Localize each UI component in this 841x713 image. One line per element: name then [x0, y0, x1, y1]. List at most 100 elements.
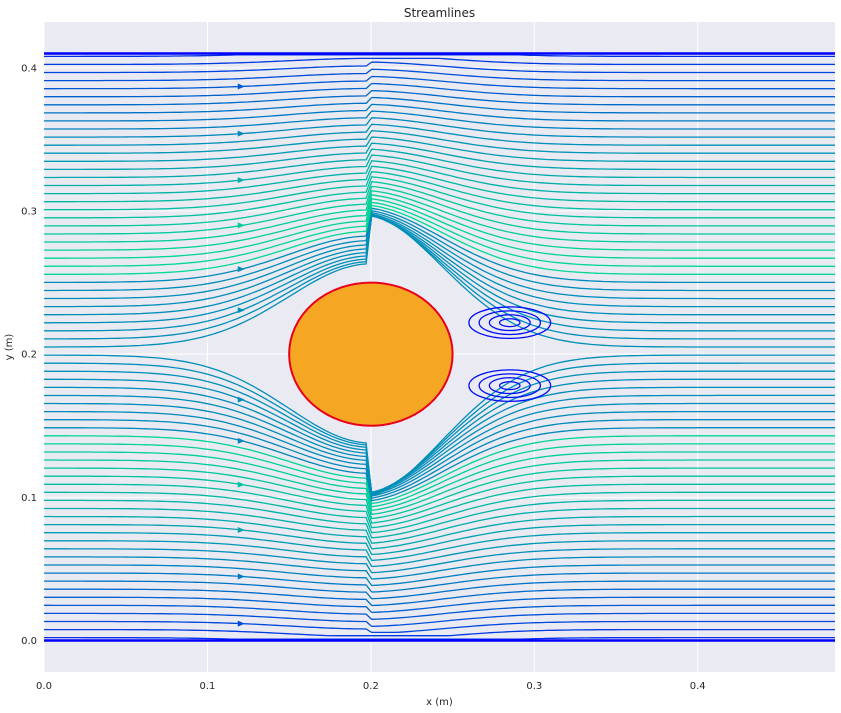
streamline: [44, 515, 835, 550]
flow-arrow: [237, 266, 245, 273]
streamline: [44, 386, 835, 494]
x-tick-label: 0.3: [526, 681, 542, 692]
flow-arrow: [237, 396, 245, 403]
streamline: [44, 211, 835, 300]
x-axis-label: x (m): [426, 697, 453, 708]
y-tick-label: 0.3: [21, 206, 37, 217]
streamline: [44, 362, 835, 495]
streamline: [44, 204, 835, 275]
x-tick-label: 0.4: [690, 681, 706, 692]
cylinder-obstacle: [288, 281, 454, 427]
streamline: [44, 588, 835, 607]
streamline: [44, 176, 835, 219]
cylinder: [288, 281, 454, 427]
streamline: [44, 443, 835, 508]
x-axis-ticks: 0.0 0.1 0.2 0.3 0.4: [36, 681, 706, 692]
streamline: [44, 491, 835, 534]
streamlines: [44, 52, 835, 642]
y-tick-label: 0.1: [21, 493, 37, 504]
eddy-streamline: [498, 381, 521, 391]
streamline: [44, 427, 835, 502]
chart-title: Streamlines: [404, 6, 475, 20]
streamline: [44, 110, 835, 130]
streamline: [44, 190, 835, 243]
streamline: [44, 451, 835, 512]
x-tick-label: 0.2: [363, 681, 379, 692]
streamline: [44, 185, 835, 235]
eddy-streamline: [498, 318, 521, 328]
streamline: [44, 507, 835, 544]
streamline: [44, 165, 835, 203]
streamline: [44, 209, 835, 292]
flow-arrow: [237, 573, 245, 580]
streamline: [44, 370, 835, 494]
streamline: [44, 213, 835, 348]
streamline: [44, 148, 835, 179]
flow-arrows: [237, 83, 245, 627]
streamline: [44, 160, 835, 195]
flow-arrow: [237, 526, 245, 533]
streamline: [44, 82, 835, 98]
streamline: [44, 213, 835, 308]
eddy-streamline: [478, 373, 542, 399]
streamline: [44, 96, 835, 114]
streamline: [44, 117, 835, 138]
flow-arrow: [237, 307, 245, 314]
streamline: [44, 419, 835, 499]
streamline: [44, 354, 835, 497]
streamline: [44, 402, 835, 496]
streamline: [44, 54, 835, 58]
eddy-streamline: [488, 377, 531, 395]
flow-arrow: [237, 437, 245, 444]
streamline: [44, 123, 835, 146]
streamline: [44, 612, 835, 628]
streamline: [44, 459, 835, 516]
streamline: [44, 180, 835, 227]
streamline: [44, 580, 835, 600]
eddy-streamline: [478, 310, 542, 336]
streamline: [44, 394, 835, 495]
streamline: [44, 596, 835, 614]
eddy-streamline: [468, 306, 552, 340]
flow-arrow: [237, 620, 245, 627]
streamline: [44, 556, 835, 580]
eddy-streamline: [468, 369, 552, 403]
streamline: [44, 214, 835, 316]
y-tick-label: 0.0: [21, 636, 37, 647]
streamline: [44, 628, 835, 637]
streamline: [44, 198, 835, 259]
streamline: [44, 154, 835, 187]
streamline: [44, 171, 835, 211]
streamline: [44, 57, 835, 66]
streamline: [44, 475, 835, 524]
x-tick-label: 0.1: [199, 681, 215, 692]
flow-arrow: [237, 83, 245, 90]
streamline: [44, 467, 835, 520]
streamline: [44, 103, 835, 122]
flow-arrow: [237, 222, 245, 229]
flow-arrow: [237, 130, 245, 137]
streamline: [44, 532, 835, 562]
y-axis-label: y (m): [4, 334, 15, 361]
streamline: [44, 214, 835, 340]
streamline: [44, 636, 835, 640]
streamline: [44, 540, 835, 568]
eddy-streamline: [488, 314, 531, 332]
streamline: [44, 61, 835, 74]
streamline: [44, 499, 835, 539]
flow-arrow: [237, 177, 245, 184]
streamline: [44, 564, 835, 587]
streamline: [44, 620, 835, 634]
streamline: [44, 523, 835, 556]
streamline: [44, 604, 835, 620]
streamline: [44, 89, 835, 106]
streamline: [44, 572, 835, 593]
streamline: [44, 201, 835, 267]
streamline: [44, 68, 835, 82]
streamline: [44, 435, 835, 505]
streamline: [44, 215, 835, 324]
streamline: [44, 130, 835, 154]
streamline: [44, 378, 835, 494]
streamline: [44, 215, 835, 332]
